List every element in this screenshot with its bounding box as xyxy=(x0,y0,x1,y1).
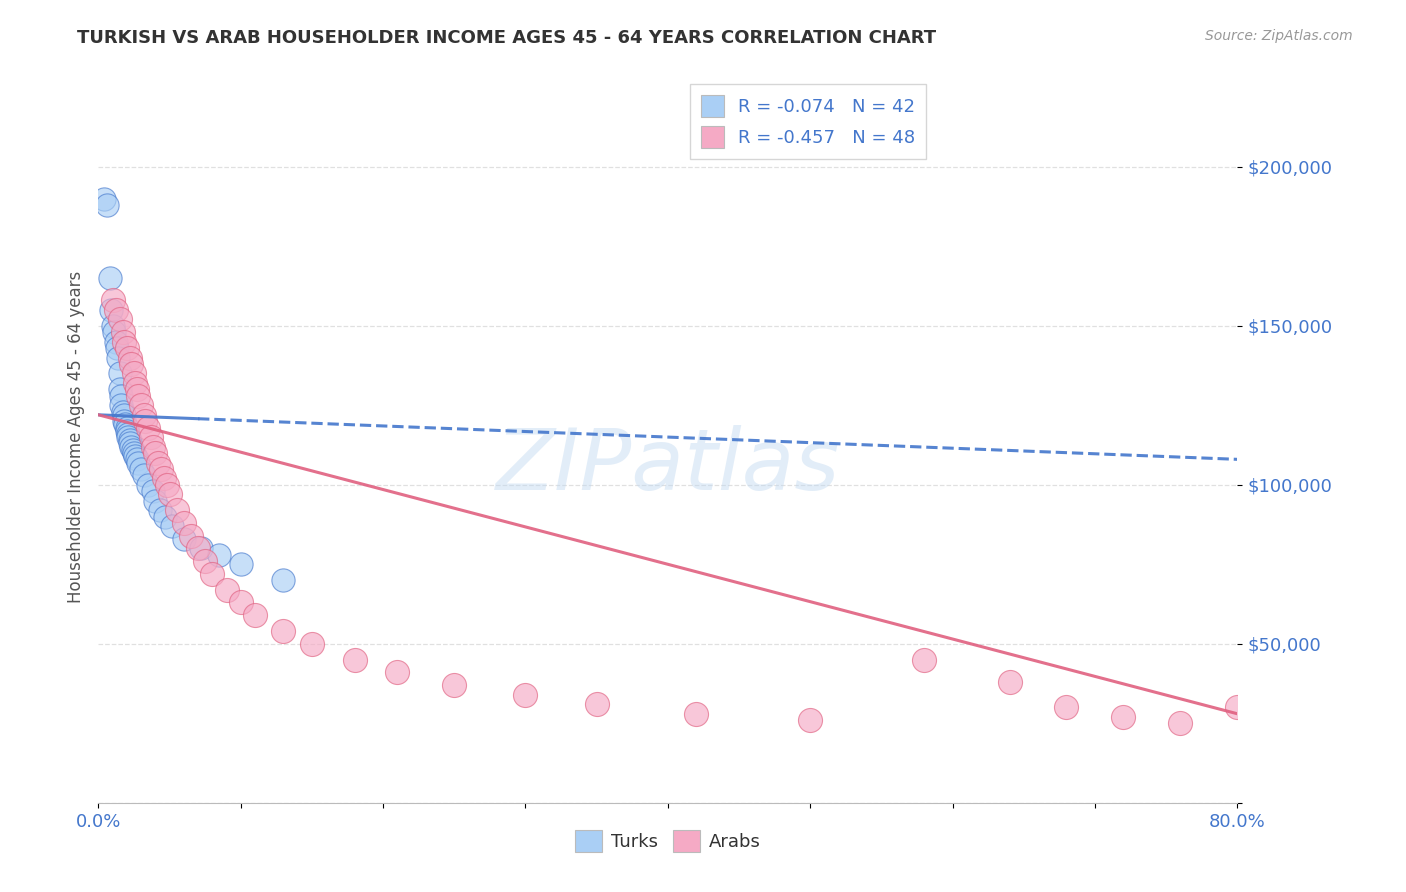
Point xyxy=(115,420,138,434)
Point xyxy=(132,408,155,422)
Text: TURKISH VS ARAB HOUSEHOLDER INCOME AGES 45 - 64 YEARS CORRELATION CHART: TURKISH VS ARAB HOUSEHOLDER INCOME AGES … xyxy=(77,29,936,46)
Point xyxy=(96,198,118,212)
Point xyxy=(159,487,181,501)
Point xyxy=(343,653,366,667)
Point xyxy=(585,697,607,711)
Legend: Turks, Arabs: Turks, Arabs xyxy=(568,823,768,860)
Point xyxy=(301,637,323,651)
Point xyxy=(443,678,465,692)
Point xyxy=(136,420,159,434)
Point xyxy=(141,440,163,454)
Text: Source: ZipAtlas.com: Source: ZipAtlas.com xyxy=(1205,29,1353,43)
Point xyxy=(208,548,231,562)
Point xyxy=(229,595,252,609)
Point xyxy=(145,446,167,460)
Text: ZIPatlas: ZIPatlas xyxy=(496,425,839,508)
Point xyxy=(115,424,138,438)
Point xyxy=(187,541,209,556)
Point xyxy=(120,357,142,371)
Point xyxy=(201,566,224,581)
Point xyxy=(136,477,159,491)
Point xyxy=(387,665,409,680)
Point xyxy=(685,706,707,721)
Point xyxy=(117,426,139,441)
Point xyxy=(111,325,134,339)
Point xyxy=(101,318,124,333)
Point xyxy=(273,624,295,638)
Point xyxy=(100,302,122,317)
Point xyxy=(799,713,821,727)
Point xyxy=(101,293,124,308)
Point xyxy=(1112,710,1135,724)
Point xyxy=(273,573,295,587)
Point xyxy=(1226,700,1249,714)
Point xyxy=(173,532,195,546)
Point xyxy=(155,509,177,524)
Point xyxy=(115,341,138,355)
Point xyxy=(110,398,132,412)
Point xyxy=(1056,700,1078,714)
Point xyxy=(215,582,238,597)
Point xyxy=(104,302,127,317)
Point xyxy=(108,367,131,381)
Point xyxy=(166,503,188,517)
Point xyxy=(108,312,131,326)
Point xyxy=(912,653,935,667)
Point xyxy=(118,436,141,450)
Point xyxy=(120,440,142,454)
Point xyxy=(243,608,266,623)
Point xyxy=(125,452,148,467)
Y-axis label: Householder Income Ages 45 - 64 years: Householder Income Ages 45 - 64 years xyxy=(66,271,84,603)
Point xyxy=(103,325,125,339)
Point xyxy=(114,417,136,432)
Point xyxy=(145,493,167,508)
Point xyxy=(118,434,141,448)
Point xyxy=(107,351,129,365)
Point xyxy=(112,334,135,349)
Point xyxy=(134,414,156,428)
Point xyxy=(127,456,149,470)
Point xyxy=(105,341,128,355)
Point xyxy=(112,408,135,422)
Point xyxy=(93,192,115,206)
Point xyxy=(229,558,252,572)
Point xyxy=(180,529,202,543)
Point xyxy=(98,271,121,285)
Point xyxy=(110,389,132,403)
Point xyxy=(125,383,148,397)
Point xyxy=(127,389,149,403)
Point xyxy=(124,449,146,463)
Point xyxy=(162,519,184,533)
Point xyxy=(173,516,195,530)
Point xyxy=(998,675,1021,690)
Point xyxy=(124,376,146,390)
Point xyxy=(108,383,131,397)
Point xyxy=(122,446,145,460)
Point xyxy=(132,468,155,483)
Point xyxy=(1170,716,1192,731)
Point xyxy=(118,351,141,365)
Point xyxy=(129,398,152,412)
Point xyxy=(148,456,170,470)
Point xyxy=(122,367,145,381)
Point xyxy=(141,484,163,499)
Point xyxy=(139,430,162,444)
Point xyxy=(156,477,179,491)
Point xyxy=(150,462,173,476)
Point xyxy=(112,414,135,428)
Point xyxy=(515,688,537,702)
Point xyxy=(149,503,172,517)
Point xyxy=(104,334,127,349)
Point xyxy=(129,462,152,476)
Point xyxy=(117,430,139,444)
Point xyxy=(194,554,217,568)
Point xyxy=(111,404,134,418)
Point xyxy=(153,471,176,485)
Point xyxy=(190,541,212,556)
Point xyxy=(121,442,143,457)
